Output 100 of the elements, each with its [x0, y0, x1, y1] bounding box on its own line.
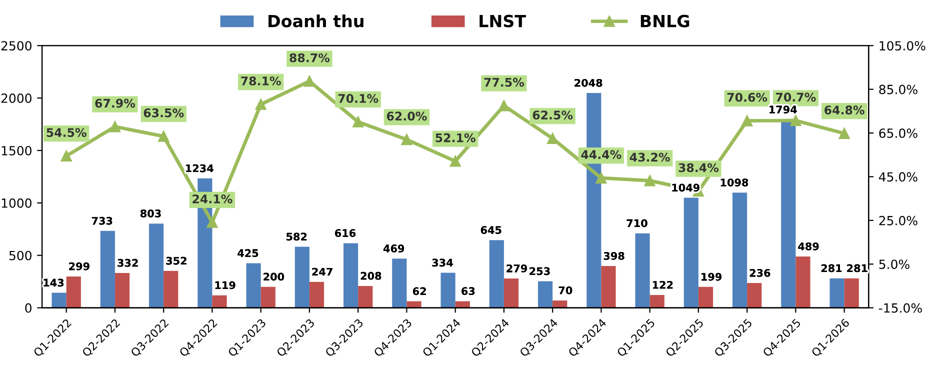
data-label: 645: [480, 226, 502, 234]
point: [401, 134, 412, 146]
data-label: 200: [264, 272, 284, 281]
y2-tick-label: -15.0%: [878, 303, 922, 313]
data-label: 253: [530, 267, 550, 276]
point: [790, 114, 802, 126]
bar: [440, 272, 456, 308]
data-label: 469: [383, 244, 404, 252]
point: [255, 98, 266, 110]
bar: [684, 198, 698, 308]
data-label: 299: [69, 262, 90, 270]
y-tick-label: 2000: [1, 94, 32, 103]
y2-tick-label: 5.0%: [879, 260, 910, 270]
data-label: 334: [432, 258, 453, 267]
data-label: 199: [702, 272, 722, 281]
bar: [100, 230, 115, 308]
data-label: 1234: [186, 164, 214, 172]
data-label: 281: [847, 264, 868, 272]
bar: [52, 292, 66, 308]
point: [158, 130, 170, 142]
y-tick-label: 0: [25, 303, 32, 313]
data-label: 616: [335, 229, 356, 238]
bar: [358, 286, 373, 308]
bar: [66, 276, 81, 308]
legend-label: LNST: [480, 14, 526, 28]
y2-tick-label: 45.0%: [878, 172, 918, 182]
data-label: 88.7%: [290, 53, 330, 62]
point: [352, 116, 364, 128]
bar: [309, 282, 324, 308]
y-tick-label: 2500: [1, 41, 32, 51]
data-label: 1794: [770, 106, 797, 114]
point: [109, 121, 121, 132]
point: [60, 150, 72, 162]
y-tick-label: 1500: [2, 146, 32, 156]
data-label: 247: [312, 268, 332, 276]
data-label: 70.6%: [727, 92, 768, 102]
legend-label: BNLG: [640, 14, 690, 28]
data-label: 70.1%: [338, 94, 378, 103]
bar: [164, 270, 178, 308]
point: [450, 156, 461, 167]
bar: [294, 246, 310, 308]
legend-label: Doanh thu: [268, 14, 364, 28]
bar: [149, 224, 164, 308]
data-label: 63: [462, 287, 475, 296]
data-label: 70.7%: [776, 92, 816, 102]
bar: [343, 243, 358, 308]
data-label: 78.1%: [241, 76, 281, 86]
bar: [796, 256, 810, 308]
bar: [212, 295, 227, 308]
bar: [635, 233, 650, 308]
bar: [601, 266, 616, 308]
data-label: 62.5%: [532, 110, 573, 120]
y2-tick-label: 105.0%: [880, 41, 926, 51]
y2-tick-label: 65.0%: [879, 128, 918, 138]
data-label: 332: [118, 258, 138, 267]
data-label: 236: [750, 268, 770, 277]
bar: [844, 278, 859, 308]
data-label: 77.5%: [484, 78, 524, 87]
y-tick-label: 1000: [2, 198, 32, 208]
bar: [830, 278, 844, 308]
data-label: 24.1%: [192, 194, 232, 204]
data-label: 70: [558, 286, 572, 294]
bar: [246, 263, 261, 308]
bar: [732, 192, 748, 308]
data-label: 2048: [574, 78, 602, 87]
point: [547, 132, 558, 144]
bar: [260, 286, 276, 308]
data-label: 62: [412, 287, 426, 296]
point: [742, 115, 753, 126]
data-label: 398: [604, 252, 624, 260]
data-label: 52.1%: [436, 133, 476, 142]
data-label: 43.2%: [630, 152, 670, 162]
data-label: 582: [286, 232, 307, 241]
point: [596, 172, 607, 184]
data-label: 733: [92, 216, 112, 225]
data-label: 143: [44, 278, 64, 287]
bar: [650, 295, 664, 308]
bar: [392, 258, 407, 308]
data-label: 38.4%: [678, 163, 719, 172]
data-label: 281: [821, 264, 842, 272]
data-label: 122: [652, 280, 673, 289]
data-label: 352: [166, 256, 186, 265]
data-label: 279: [506, 264, 528, 272]
bar: [489, 240, 504, 308]
point: [498, 100, 510, 112]
data-label: 425: [238, 249, 258, 258]
data-label: 63.5%: [144, 108, 184, 118]
data-label: 489: [798, 242, 819, 250]
bar: [538, 281, 553, 308]
bar: [504, 278, 519, 308]
y2-tick-label: 85.0%: [879, 84, 918, 94]
data-label: 208: [360, 272, 382, 280]
data-label: 803: [140, 210, 161, 218]
y2-tick-label: 25.0%: [879, 216, 918, 226]
point: [644, 175, 656, 186]
data-label: 1098: [720, 178, 748, 186]
point: [838, 128, 850, 139]
bar: [747, 283, 762, 308]
data-label: 710: [626, 219, 648, 228]
point: [206, 216, 218, 228]
